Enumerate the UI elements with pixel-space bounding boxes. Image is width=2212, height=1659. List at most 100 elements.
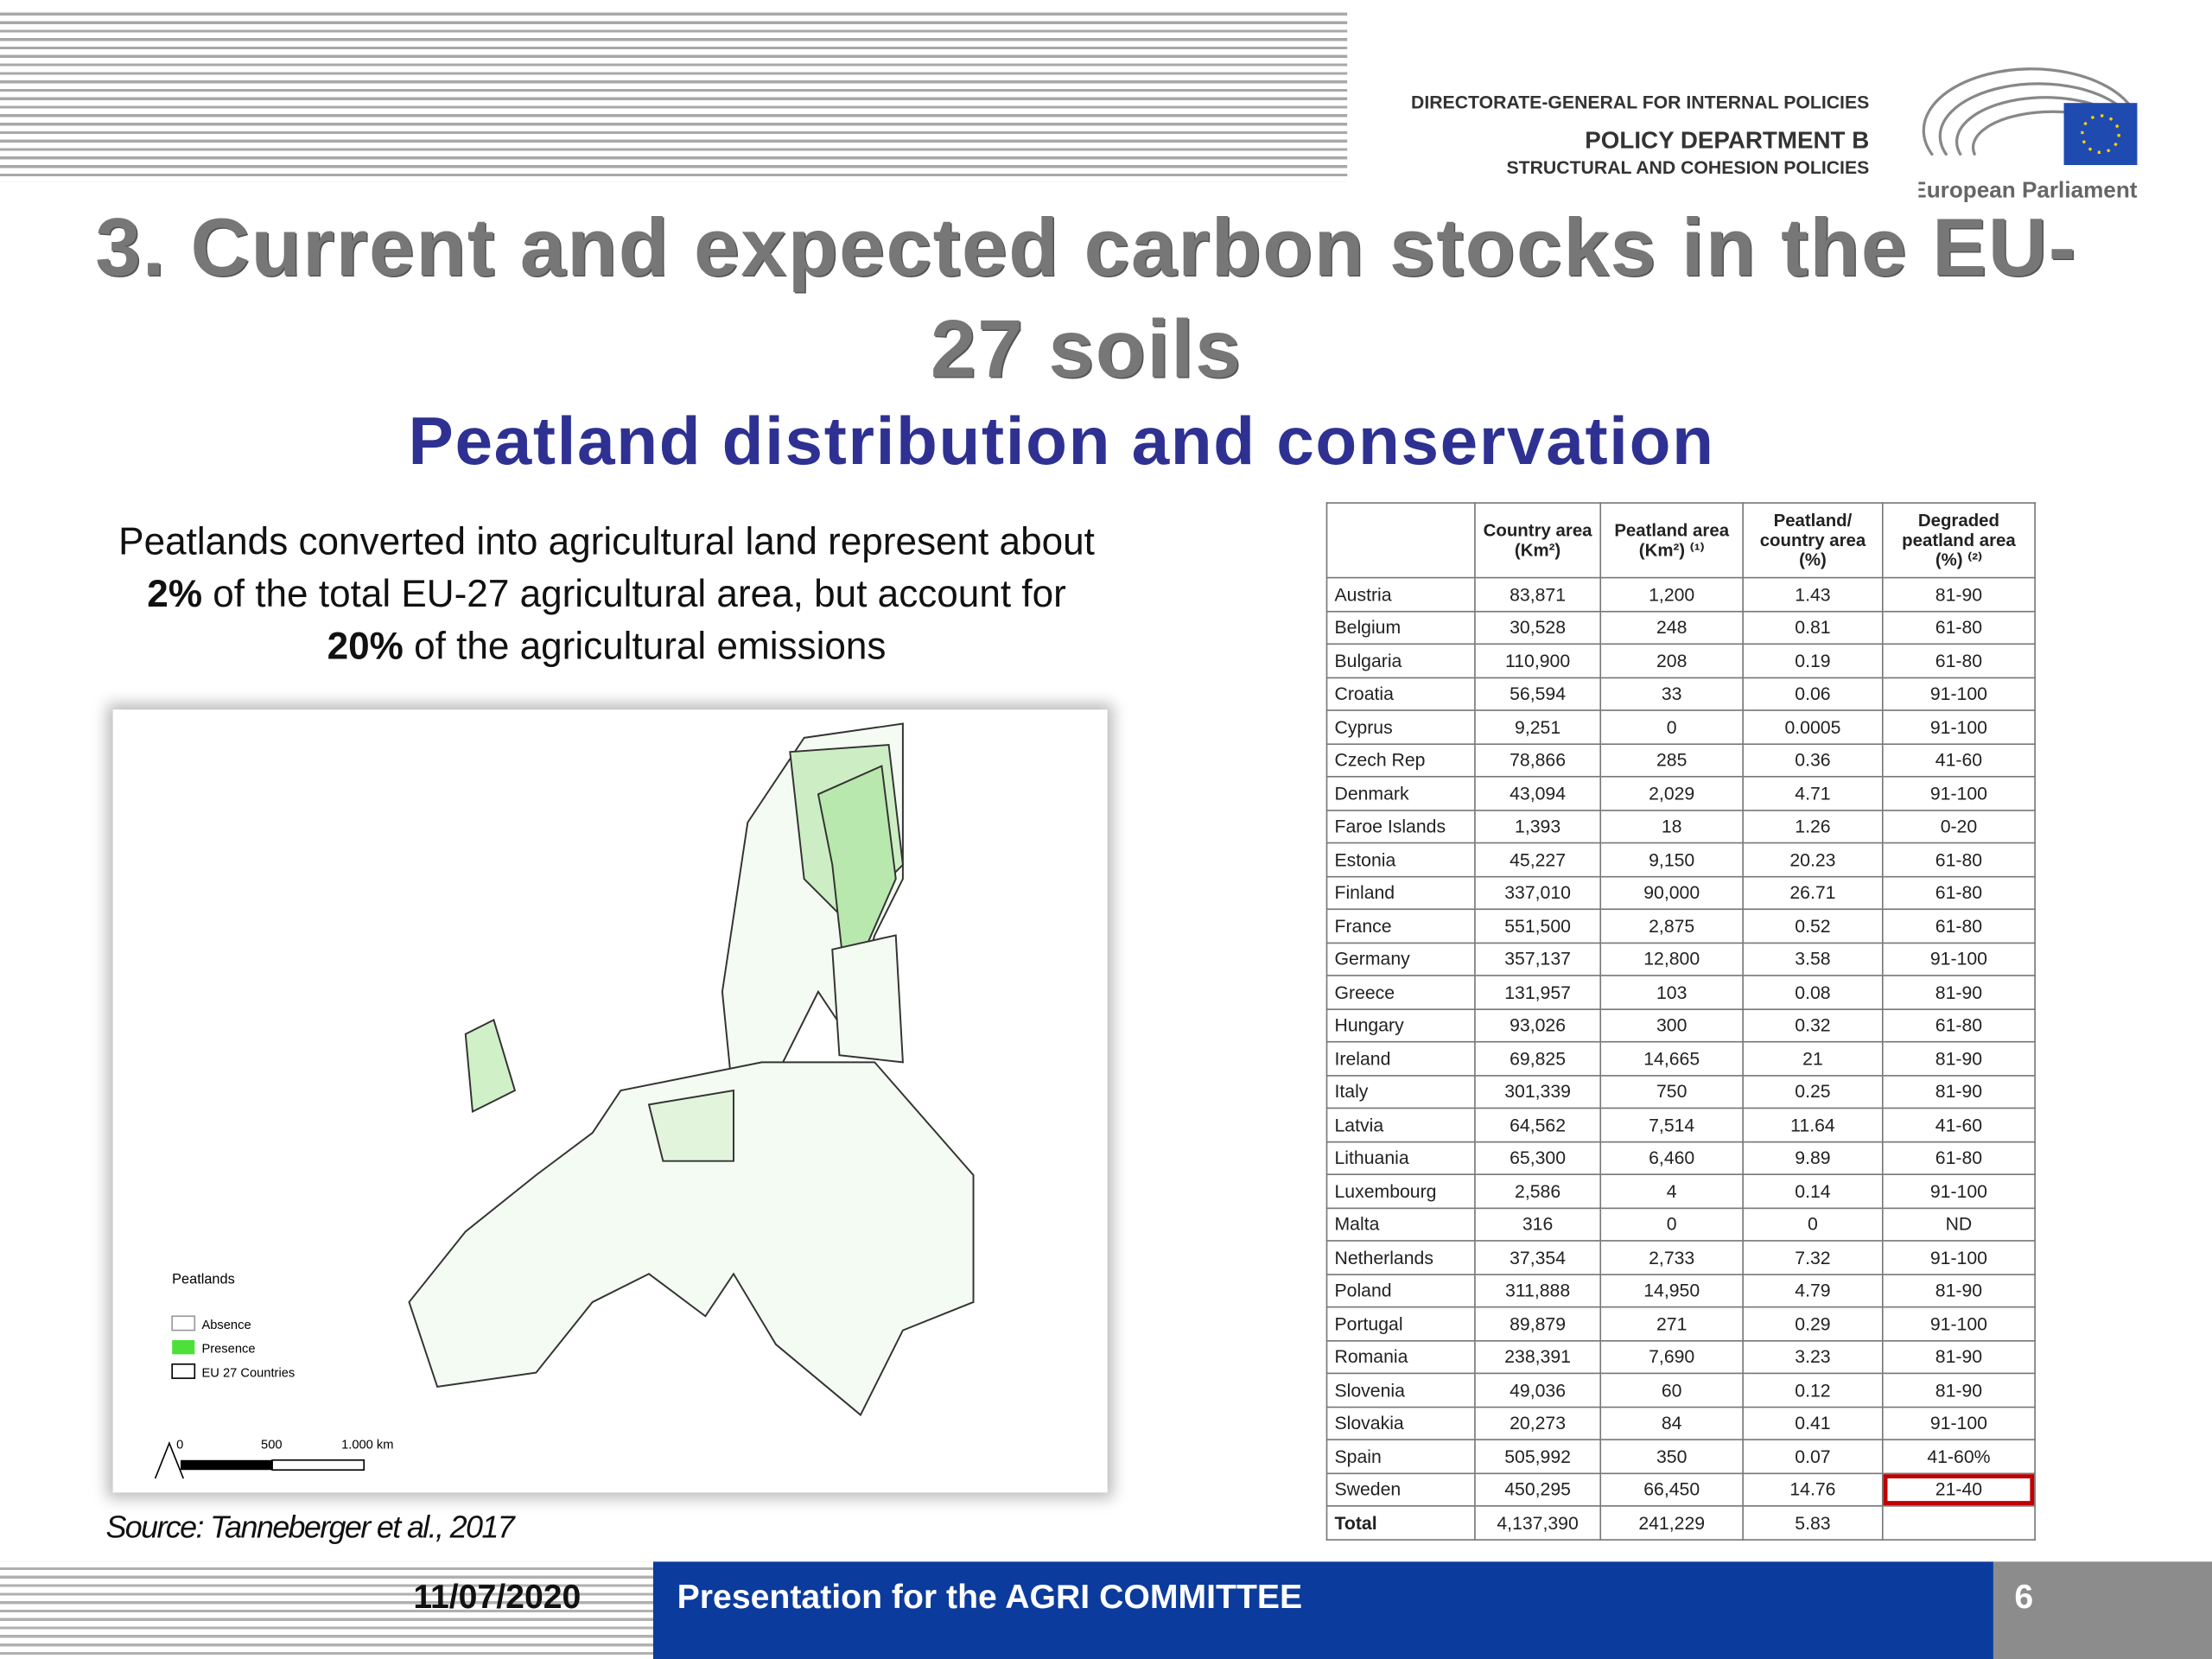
table-cell: 33 [1599,676,1744,711]
source: Source: Tanneberger et al., 2017 [105,1509,514,1545]
column-header: Country area (Km²) [1474,502,1602,579]
table-row: France 551,500 2,875 0.52 61-80 [1325,908,2036,944]
table-cell: 61-80 [1881,842,2036,877]
table-cell: 81-90 [1881,975,2036,1010]
corner-cell [1325,502,1476,579]
table-cell: 0.06 [1742,676,1884,711]
table-cell: 37,354 [1474,1240,1602,1275]
highlight: 2% [147,572,203,615]
table-cell: 4 [1599,1173,1744,1209]
table-cell: 3.23 [1742,1339,1884,1375]
table-cell: 69,825 [1474,1040,1602,1076]
table-cell: 9.89 [1742,1141,1884,1175]
table-cell: 1,393 [1474,809,1602,844]
table-cell: 91-100 [1881,676,2036,711]
legend-label: Absence [201,1319,251,1332]
table-cell: 208 [1599,643,1744,678]
table-cell: 0.19 [1742,643,1884,678]
table-row: Spain 505,992 350 0.07 41-60% [1325,1439,2036,1474]
table-cell: 350 [1599,1439,1744,1474]
table-cell: 7,514 [1599,1107,1744,1142]
table-cell: 43,094 [1474,775,1602,810]
table-row: Greece 131,957 103 0.08 81-90 [1325,975,2036,1010]
map: 0 500 1.000 km Peatlands Absence Presenc… [112,709,1108,1493]
table-cell: 1.43 [1742,576,1884,612]
data-table: Country area (Km²) Peatland area (Km²) ⁽¹… [1325,502,2036,1541]
table-cell: 300 [1599,1007,1744,1043]
table-row: Latvia 64,562 7,514 11.64 41-60 [1325,1107,2036,1142]
table-cell: 65,300 [1474,1141,1602,1175]
table-cell: Hungary [1325,1007,1476,1043]
table-cell: 271 [1599,1306,1744,1341]
highlight: 20% [327,625,404,668]
table-cell: Denmark [1325,775,1476,810]
footer-text: Presentation for the AGRI COMMITTEE [677,1578,1303,1618]
table-row: Slovenia 49,036 60 0.12 81-90 [1325,1372,2036,1408]
table-cell: Netherlands [1325,1240,1476,1275]
table-cell: Czech Rep [1325,742,1476,778]
table-row: Faroe Islands 1,393 18 1.26 0-20 [1325,809,2036,844]
table-cell: 93,026 [1474,1007,1602,1043]
table-cell: 2,586 [1474,1173,1602,1209]
table-cell: 505,992 [1474,1439,1602,1474]
table-cell: Greece [1325,975,1476,1010]
map-drawing: 0 500 1.000 km Peatlands Absence Presenc… [154,722,975,1479]
table-row: Austria 83,871 1,200 1.43 81-90 [1325,576,2036,612]
logo-text: European Parliament [1918,177,2137,203]
table-row: Czech Rep 78,866 285 0.36 41-60 [1325,742,2036,778]
table-cell: France [1325,908,1476,944]
table-cell: 1.26 [1742,809,1884,844]
table-cell: 84 [1599,1405,1744,1440]
table-cell: 91-100 [1881,1405,2036,1440]
table-cell: 89,879 [1474,1306,1602,1341]
table-row: Lithuania 65,300 6,460 9.89 61-80 [1325,1141,2036,1175]
table-cell: 131,957 [1474,975,1602,1010]
table-cell: 78,866 [1474,742,1602,778]
table-row: Finland 337,010 90,000 26.71 61-80 [1325,875,2036,911]
table-cell: 3.58 [1742,941,1884,976]
table-cell: Ireland [1325,1040,1476,1076]
text: of the agricultural emissions [403,625,887,668]
table-cell: 81-90 [1881,1074,2036,1109]
scale-label: 0 [176,1439,183,1452]
table-cell [1881,1505,2036,1541]
table-cell: 61-80 [1881,908,2036,944]
table-cell: 301,339 [1474,1074,1602,1109]
table-row: Slovakia 20,273 84 0.41 91-100 [1325,1405,2036,1440]
table-cell: 551,500 [1474,908,1602,944]
table-cell: 41-60 [1881,742,2036,778]
table-cell: 241,229 [1599,1505,1744,1541]
table-cell: 91-100 [1881,1240,2036,1275]
table-cell: Croatia [1325,676,1476,711]
table-row: Malta 316 0 0 ND [1325,1206,2036,1242]
table-cell: 61-80 [1881,1007,2036,1043]
title: 3. Current and expected carbon stocks in… [95,201,2077,396]
table-cell: 91-100 [1881,709,2036,745]
table-cell: 14,950 [1599,1273,1744,1308]
table-cell: 21-40 [1881,1471,2036,1507]
table-cell: 61-80 [1881,1141,2036,1175]
scale-label: 1.000 km [341,1439,393,1452]
table-cell: 12,800 [1599,941,1744,976]
table-cell: 20,273 [1474,1405,1602,1440]
footer-bar [652,1561,1993,1659]
subtitle: Peatland distribution and conservation [408,404,1715,480]
table-cell: 0.25 [1742,1074,1884,1109]
table-cell: 0.52 [1742,908,1884,944]
column-header: Peatland/ country area (%) [1742,502,1884,579]
table-cell: Bulgaria [1325,643,1476,678]
table-cell: Luxembourg [1325,1173,1476,1209]
table-cell: Germany [1325,941,1476,976]
table-cell: 91-100 [1881,1306,2036,1341]
table-cell: 81-90 [1881,1040,2036,1076]
table-cell: 0.41 [1742,1405,1884,1440]
table-cell: Portugal [1325,1306,1476,1341]
table-cell: 64,562 [1474,1107,1602,1142]
footer-left [0,1561,653,1659]
table-cell: Faroe Islands [1325,809,1476,844]
table-cell: 0 [1599,709,1744,745]
table-cell: 14.76 [1742,1471,1884,1507]
table-cell: 4,137,390 [1474,1505,1602,1541]
table-cell: 61-80 [1881,610,2036,645]
